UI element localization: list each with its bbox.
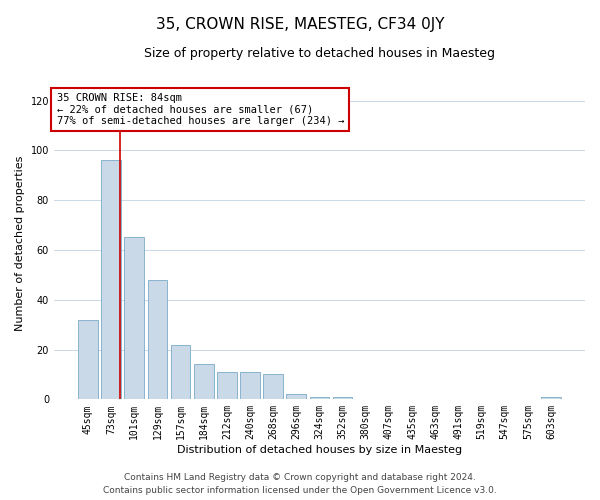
Text: Contains HM Land Registry data © Crown copyright and database right 2024.
Contai: Contains HM Land Registry data © Crown c… (103, 474, 497, 495)
Bar (124, 238, 144, 400)
Bar (541, 397, 561, 400)
Bar (101, 160, 121, 400)
Text: 35 CROWN RISE: 84sqm
← 22% of detached houses are smaller (67)
77% of semi-detac: 35 CROWN RISE: 84sqm ← 22% of detached h… (56, 92, 344, 126)
X-axis label: Distribution of detached houses by size in Maesteg: Distribution of detached houses by size … (177, 445, 462, 455)
Bar (194, 364, 214, 400)
Bar (170, 344, 190, 400)
Bar (333, 397, 352, 400)
Bar (148, 280, 167, 400)
Bar (286, 394, 306, 400)
Bar (240, 372, 260, 400)
Bar (78, 320, 98, 400)
Title: Size of property relative to detached houses in Maesteg: Size of property relative to detached ho… (144, 48, 495, 60)
Bar (310, 397, 329, 400)
Bar (263, 374, 283, 400)
Y-axis label: Number of detached properties: Number of detached properties (15, 156, 25, 332)
Bar (217, 372, 236, 400)
Text: 35, CROWN RISE, MAESTEG, CF34 0JY: 35, CROWN RISE, MAESTEG, CF34 0JY (156, 18, 444, 32)
